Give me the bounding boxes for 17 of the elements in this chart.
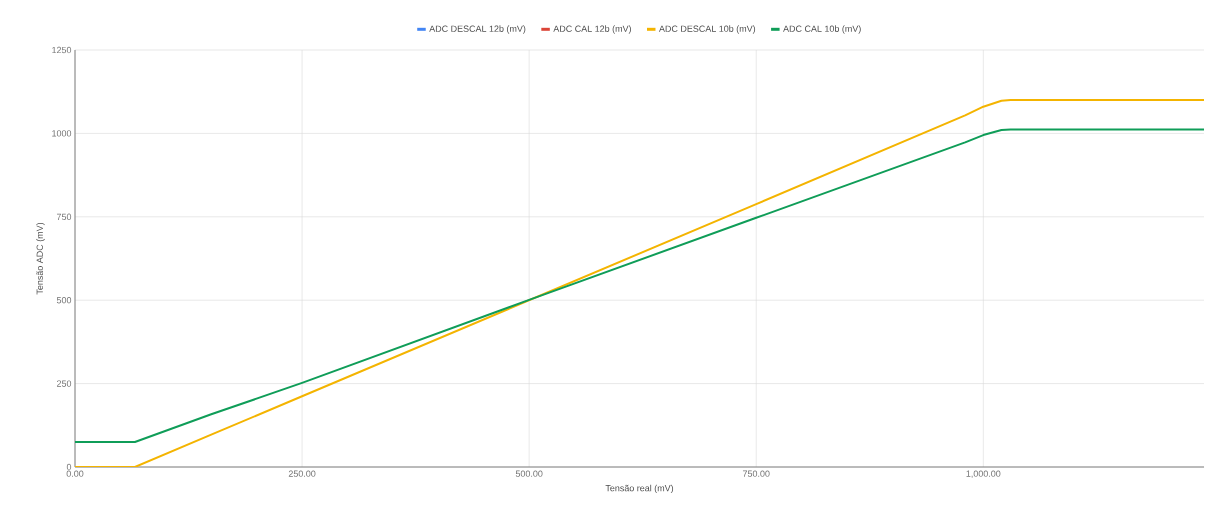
y-tick-label: 500 [56, 297, 72, 304]
x-tick-label: 1,000.00 [966, 470, 1001, 478]
legend-label: ADC CAL 12b (mV) [553, 25, 631, 34]
x-tick-label: 500.00 [515, 470, 543, 477]
y-axis-title: Tensão ADC (mV) [36, 222, 45, 295]
y-tick-label: 250 [56, 380, 72, 387]
legend-label: ADC DESCAL 12b (mV) [429, 25, 526, 34]
x-tick-label: 250.00 [288, 470, 316, 477]
y-tick-label: 750 [56, 213, 72, 220]
y-tick-label: 1000 [52, 130, 72, 137]
legend-label: ADC CAL 10b (mV) [783, 25, 861, 34]
x-axis-title: Tensão real (mV) [605, 484, 674, 494]
x-tick-label: 750.00 [742, 470, 770, 477]
legend-label: ADC DESCAL 10b (mV) [658, 25, 756, 34]
y-tick-label: 1250 [52, 46, 72, 54]
y-tick-label: 0 [66, 463, 72, 471]
x-tick-label: 0.00 [66, 470, 84, 477]
